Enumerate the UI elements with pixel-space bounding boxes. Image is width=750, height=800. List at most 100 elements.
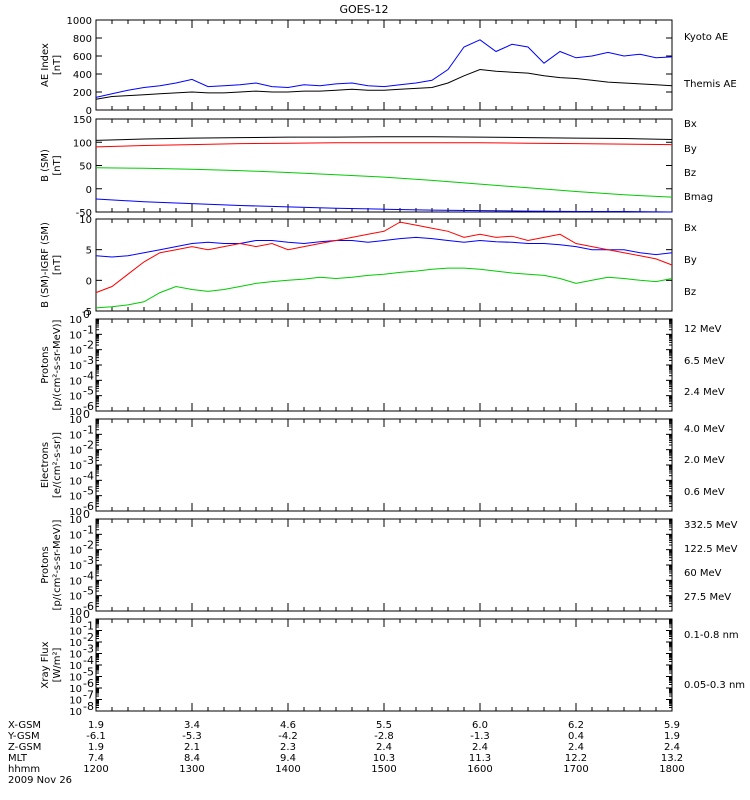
panel-xray: 10-810-710-610-510-410-310-210-110 0Xray …	[40, 608, 745, 718]
y-tick-exponent: -6	[83, 677, 94, 690]
y-tick-exponent: -3	[83, 643, 94, 656]
y-tick-exponent: -6	[83, 600, 94, 613]
y-tick-label: 600	[73, 52, 92, 63]
y-tick-label: 10	[69, 607, 82, 618]
y-tick-label: 50	[79, 162, 92, 173]
y-tick-label: 10	[69, 446, 82, 457]
x-axis-value: 1300	[179, 764, 204, 775]
y-tick-exponent: -2	[83, 539, 94, 552]
series-line	[95, 267, 673, 309]
panel-ae: 0 200 400 600 800 1000 AE Index [nT] Kyoto AE The…	[40, 16, 737, 117]
y-tick-label: 0	[86, 106, 92, 117]
x-axis-value: -2.8	[374, 731, 394, 742]
y-tick-label: 0	[86, 276, 92, 287]
x-axis-value: 7.4	[88, 753, 104, 764]
x-axis-value: 2.4	[376, 742, 392, 753]
y-tick-exponent: -5	[83, 585, 94, 598]
x-axis-value: 1400	[275, 764, 300, 775]
y-tick-label: 200	[73, 88, 92, 99]
y-tick-label: 100	[73, 138, 92, 149]
y-tick-label: 5	[86, 246, 92, 257]
y-tick-exponent: -2	[83, 339, 94, 352]
y-tick-label: 10	[69, 615, 82, 626]
panel-frame	[95, 418, 673, 512]
series-line	[95, 142, 673, 148]
legend-label: Bx	[684, 119, 697, 130]
series-line	[95, 136, 673, 141]
x-axis-value: 2.4	[568, 742, 584, 753]
panel-frame	[95, 218, 673, 312]
legend-label: 27.5 MeV	[684, 592, 731, 603]
x-axis-value: 9.4	[280, 753, 296, 764]
x-axis-value: 1700	[563, 764, 588, 775]
x-axis-value: 1500	[371, 764, 396, 775]
series-line	[95, 39, 673, 98]
x-axis-value: 2.4	[664, 742, 680, 753]
x-axis-row-label: Y-GSM	[7, 731, 40, 742]
y-tick-label: 10	[69, 507, 82, 518]
panel-b: -50 0 50 100 150 B (SM) [nT] Bx By Bz Bmag	[40, 115, 713, 219]
x-axis-row-label: MLT	[8, 753, 28, 764]
y-tick-label: 10	[69, 546, 82, 557]
legend-label: 60 MeV	[684, 568, 722, 579]
x-axis-value: 12.2	[565, 753, 587, 764]
y-axis-unit: [e/(cm²-s-sr)]	[52, 432, 63, 498]
y-axis-unit: [nT]	[52, 255, 63, 275]
x-axis-value: 4.6	[280, 720, 296, 731]
y-tick-label: 400	[73, 70, 92, 81]
x-axis-row-label: Z-GSM	[8, 742, 41, 753]
y-tick-exponent: -4	[83, 369, 94, 382]
y-tick-exponent: -6	[83, 500, 94, 513]
y-tick-label: 10	[69, 346, 82, 357]
y-tick-exponent: -1	[83, 523, 94, 536]
legend-label: 0.05-0.3 nm	[684, 680, 745, 691]
y-tick-label: 10	[69, 592, 82, 603]
y-tick-label: 0	[86, 185, 92, 196]
y-tick-exponent: 0	[83, 608, 90, 621]
panel-frame	[95, 618, 673, 712]
x-axis-value: 3.4	[184, 720, 200, 731]
series-line	[95, 68, 673, 100]
y-axis-label: B (SM)	[40, 149, 51, 182]
y-tick-exponent: -5	[83, 666, 94, 679]
y-tick-exponent: -3	[83, 454, 94, 467]
y-tick-label: 10	[69, 627, 82, 638]
y-axis-unit: [nT]	[52, 55, 63, 75]
legend-label: Bx	[684, 223, 697, 234]
y-tick-exponent: 0	[83, 508, 90, 521]
panel-frame	[95, 19, 673, 111]
y-tick-label: -50	[76, 208, 92, 219]
y-tick-exponent: -3	[83, 554, 94, 567]
x-axis-value: 6.2	[568, 720, 584, 731]
x-axis-value: 5.5	[376, 720, 392, 731]
y-axis-label: Protons	[40, 546, 51, 583]
date-label: 2009 Nov 26	[8, 775, 72, 786]
legend-label: 2.0 MeV	[684, 455, 725, 466]
y-axis-label: B (SM)-IGRF (SM)	[40, 222, 51, 308]
x-axis-value: 1.9	[88, 720, 104, 731]
x-axis-value: -4.2	[278, 731, 298, 742]
legend-label: 0.6 MeV	[684, 487, 725, 498]
x-axis-value: -5.3	[182, 731, 202, 742]
x-axis-value: 1.9	[88, 742, 104, 753]
legend-label: 2.4 MeV	[684, 387, 725, 398]
y-tick-exponent: -2	[83, 439, 94, 452]
y-tick-label: 10	[69, 361, 82, 372]
legend-label: 122.5 MeV	[684, 544, 738, 555]
y-tick-exponent: -6	[83, 400, 94, 413]
y-tick-label: 10	[69, 330, 82, 341]
y-tick-label: 10	[69, 638, 82, 649]
legend-label: 6.5 MeV	[684, 356, 725, 367]
y-tick-label: 10	[69, 530, 82, 541]
y-tick-label: 10	[69, 315, 82, 326]
y-tick-exponent: -1	[83, 423, 94, 436]
x-axis-value: 10.3	[373, 753, 395, 764]
y-axis-label: Electrons	[40, 442, 51, 488]
y-tick-label: 10	[69, 561, 82, 572]
y-tick-label: 800	[73, 34, 92, 45]
